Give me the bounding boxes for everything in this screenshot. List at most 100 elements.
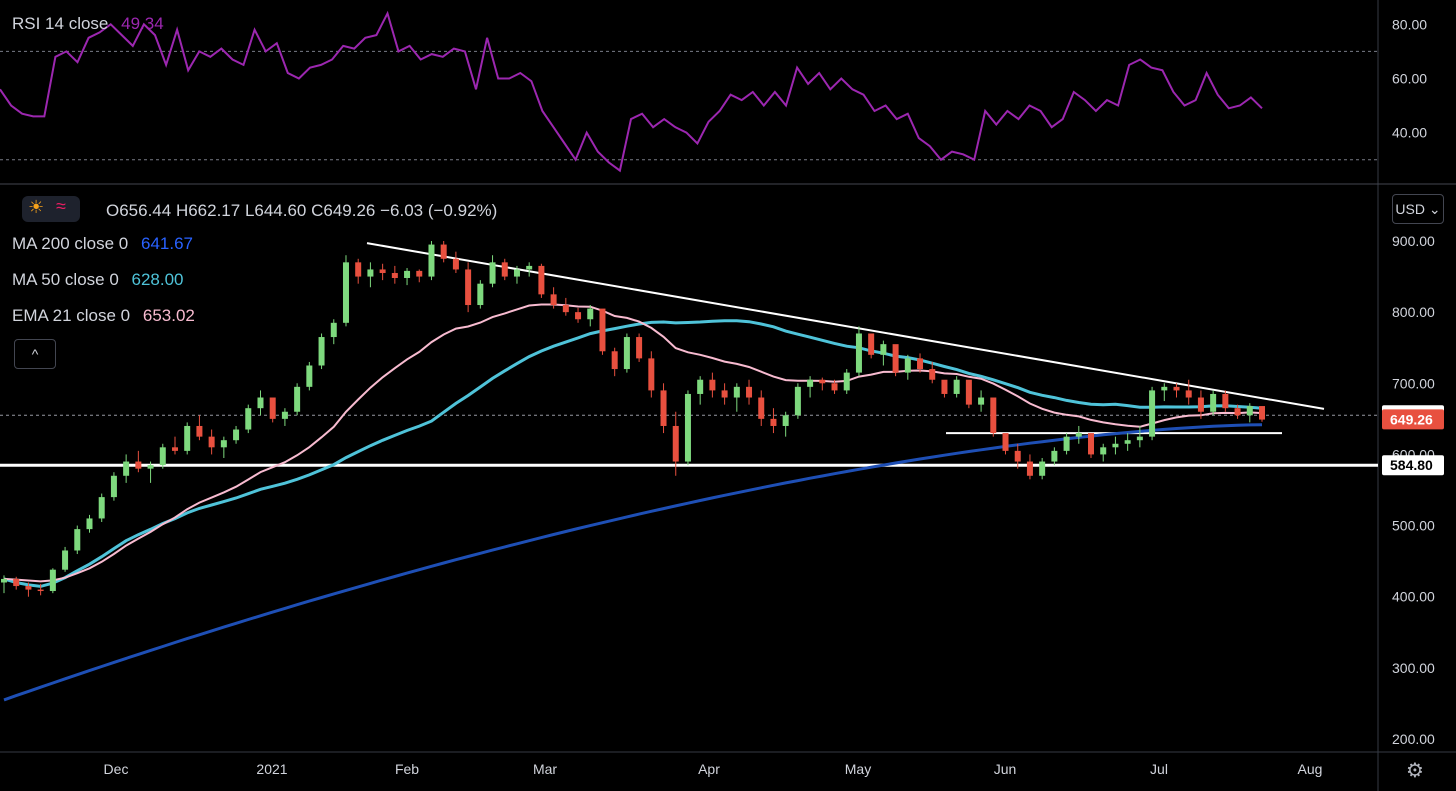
candle-body [196,425,203,437]
candle-body [660,390,667,426]
candle-body [1161,386,1168,391]
candle-body [98,497,105,519]
ma200-legend: MA 200 close 0 641.67 [12,234,193,254]
price-tick-label: 200.00 [1392,731,1435,747]
time-tick-label: Feb [395,761,419,777]
candle-body [807,379,814,387]
candle-body [147,465,154,469]
candle-body [208,436,215,448]
candle-body [819,379,826,384]
last-price-badge: 649.26 [1390,411,1433,427]
candle-body [550,294,557,306]
candle-body [404,270,411,278]
candle-body [904,358,911,373]
candle-body [599,308,606,352]
candle-body [501,262,508,277]
candle-body [257,397,264,409]
candle-body [306,365,313,387]
candle-body [794,386,801,416]
time-tick-label: Mar [533,761,557,777]
candle-body [746,386,753,398]
chart-style-buttons[interactable]: ☀ ≈ [22,196,80,222]
candle-body [953,379,960,394]
candle-body [880,344,887,355]
candle-body [49,569,56,592]
rsi-tick-label: 40.00 [1392,125,1427,141]
rsi-tick-label: 60.00 [1392,70,1427,86]
candle-body [1124,440,1131,444]
candle-body [843,372,850,391]
ma200-value: 641.67 [140,234,193,253]
candle-body [281,411,288,419]
candle-body [1100,447,1107,455]
candle-body [184,425,191,451]
candle-body [758,397,765,419]
candle-body [391,273,398,278]
candle-body [62,550,69,570]
price-tick-label: 800.00 [1392,304,1435,320]
collapse-legend-button[interactable]: ^ [14,339,56,369]
candle-body [831,383,838,391]
candle-body [37,589,44,592]
candle-body [1026,461,1033,476]
candle-body [86,518,93,530]
rsi-line [0,10,1263,173]
candle-body [868,333,875,355]
ema21-legend: EMA 21 close 0 653.02 [12,306,195,326]
sun-icon[interactable]: ☀ [28,197,45,217]
candle-body [587,308,594,320]
candle-body [269,397,276,419]
candle-body [1246,406,1253,416]
ma50-label: MA 50 close 0 [12,270,119,289]
time-tick-label: Aug [1298,761,1323,777]
time-tick-label: May [845,761,871,777]
candle-body [159,447,166,466]
price-tick-label: 700.00 [1392,375,1435,391]
candle-body [1259,406,1265,420]
candle-body [1063,436,1070,451]
candle-body [171,447,178,451]
wave-icon[interactable]: ≈ [56,196,66,216]
candle-body [1173,386,1180,391]
candle-body [1088,433,1095,455]
candle-body [941,379,948,394]
candle-body [342,262,349,323]
time-tick-label: Apr [698,761,720,777]
candle-body [513,269,520,277]
candle-body [1234,408,1241,416]
price-tick-label: 500.00 [1392,518,1435,534]
candle-body [1014,450,1021,462]
price-tick-label: 400.00 [1392,589,1435,605]
candle-body [1222,393,1229,409]
candle-body [526,265,533,270]
candle-body [1197,397,1204,412]
candle-body [978,397,985,405]
ma50-legend: MA 50 close 0 628.00 [12,270,184,290]
candle-body [233,429,240,441]
ema21-label: EMA 21 close 0 [12,306,131,325]
ma50-line [3,319,1263,588]
ema21-value: 653.02 [142,306,195,325]
candle-body [684,393,691,462]
candle-body [1112,443,1119,448]
candle-body [13,578,20,587]
candle-body [416,270,423,277]
candle-body [25,586,32,590]
candle-body [575,312,582,320]
candle-body [1039,461,1046,476]
candle-body [318,337,325,366]
candle-body [367,269,374,277]
candle-body [355,262,362,277]
candle-body [330,322,337,338]
price-tick-label: 300.00 [1392,660,1435,676]
candle-body [721,390,728,398]
candle-body [489,262,496,284]
gear-icon[interactable]: ⚙ [1406,760,1424,782]
currency-select[interactable]: USD ⌄ [1392,194,1444,224]
candle-body [1185,390,1192,398]
support-price-badge: 584.80 [1390,457,1433,473]
rsi-tick-label: 80.00 [1392,16,1427,32]
candle-body [1002,433,1009,451]
candle-body [733,386,740,398]
